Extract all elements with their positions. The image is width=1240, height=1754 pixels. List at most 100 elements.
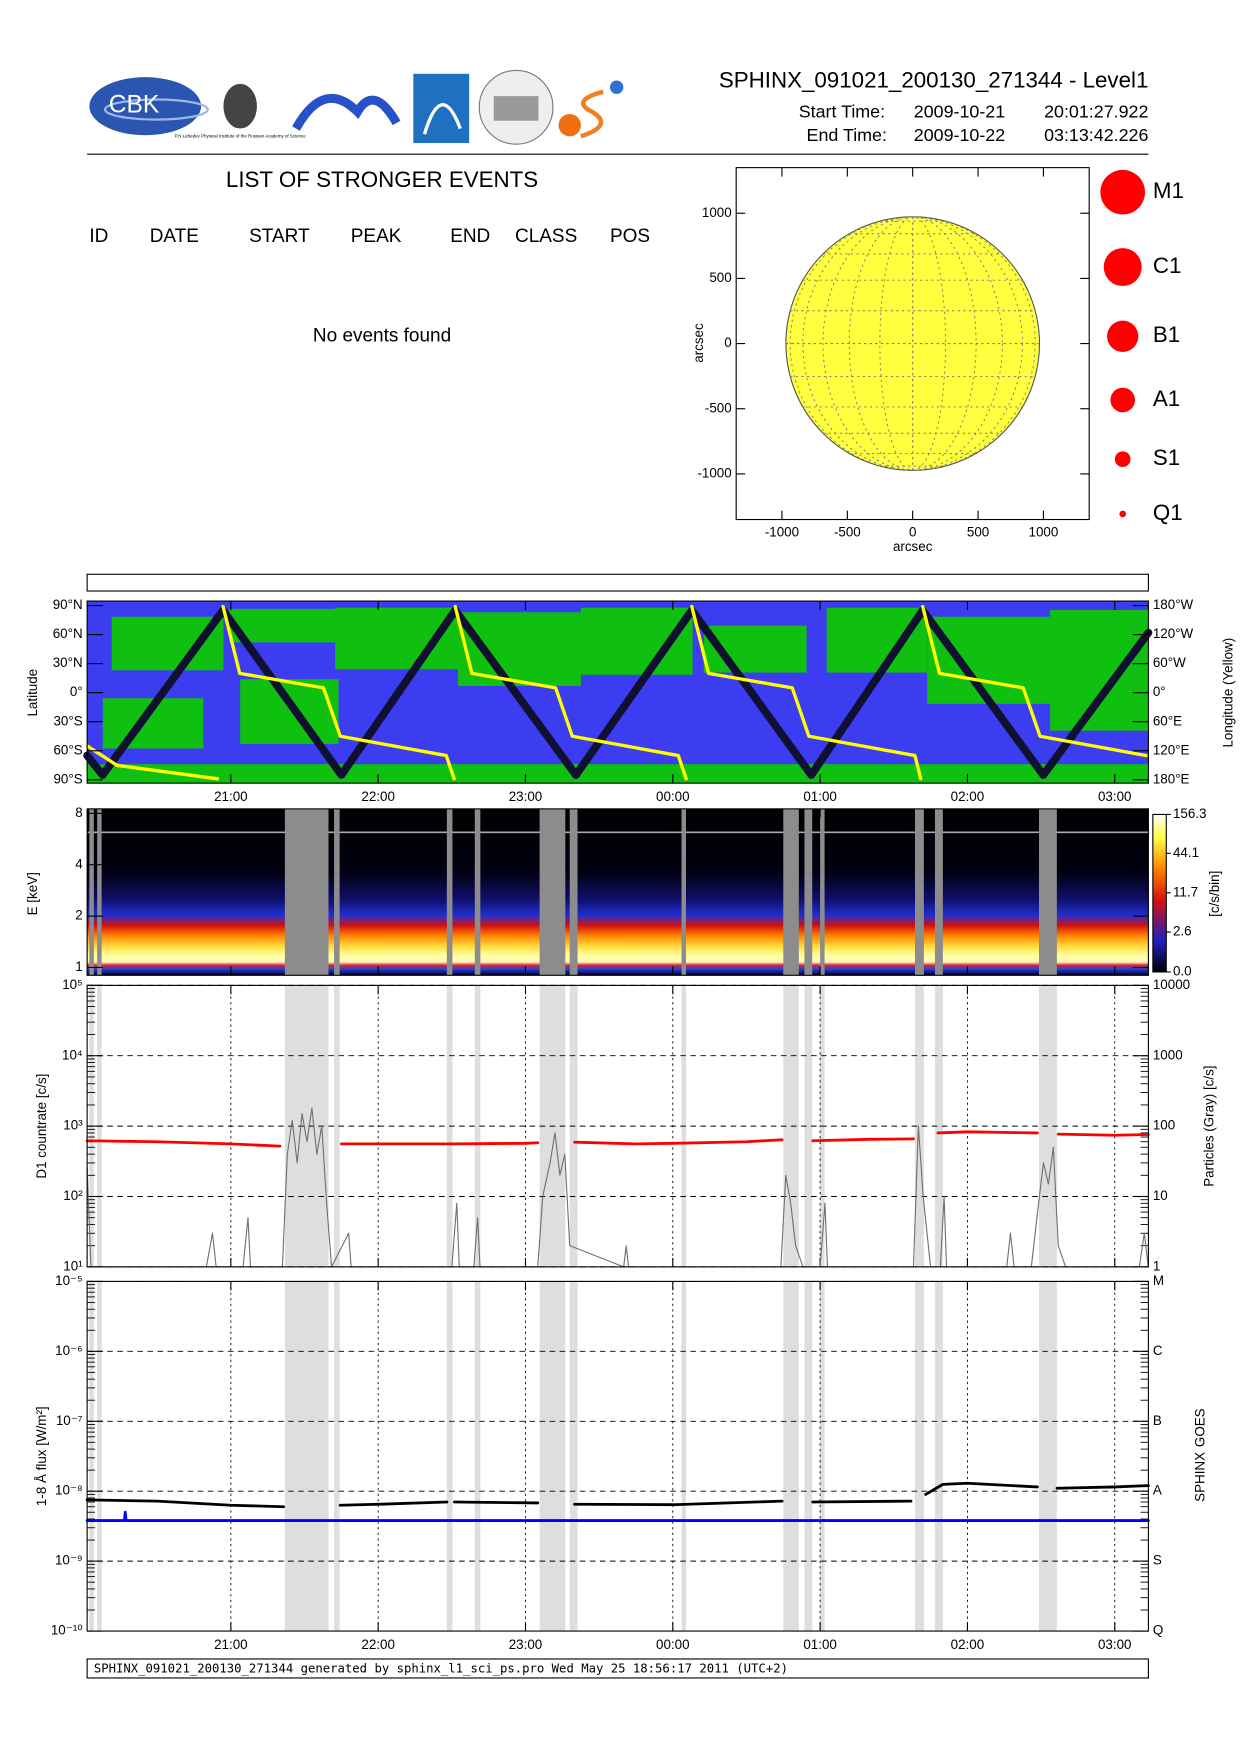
y-tick-label: 2 [75,908,82,923]
data-gap [569,1281,578,1632]
header-title: SPHINX_091021_200130_271344 - Level1 [719,68,1149,93]
data-gap [97,808,102,976]
data-gap [1039,1281,1057,1632]
map-region [87,764,1149,784]
colorbar-label: [c/s/bin] [1207,871,1222,917]
x-tick-label: 23:00 [509,1637,543,1652]
data-gap [446,808,453,976]
events-column: PEAK [351,226,402,247]
logos: CBK P.N.Lebedev Physical Institute of th… [89,69,624,145]
y-tick-label: C [1153,1343,1163,1358]
plot-frame [86,808,1149,976]
series-line [85,1510,1150,1522]
legend-label: M1 [1153,178,1184,203]
events-column: DATE [150,226,199,247]
x-tick-label: 1000 [1029,524,1059,539]
y-tick-label: 500 [709,270,731,285]
map-region [111,616,224,671]
meridian [822,216,1003,471]
data-gap [820,808,825,976]
data-gap [334,985,340,1267]
x-tick-label: 00:00 [656,789,690,804]
x-tick-label: 21:00 [214,789,248,804]
y-tick-label: M [1153,1273,1164,1288]
cbk-text: CBK [109,92,160,119]
y-tick-label: 0° [1153,684,1166,699]
logo-5-building [493,96,539,121]
y-tick-label: -500 [705,400,732,415]
footer-box [86,1658,1149,1679]
y-tick-label: 4 [75,856,83,871]
y2-axis-label: Longitude (Yellow) [1220,638,1235,748]
legend-marker [1100,169,1146,215]
empty-box [86,573,1149,592]
data-gap [284,808,329,976]
legend-label: A1 [1153,386,1180,411]
y-tick-label: 10⁻⁸ [55,1483,83,1498]
y-tick-label: 10³ [63,1118,83,1133]
y-tick-label: 8 [75,805,82,820]
data-gap [934,1281,943,1632]
mpan-logo [292,93,401,131]
legend-label: Q1 [1153,500,1183,525]
meridian [879,216,946,471]
series-line [85,604,1148,781]
map-region [927,616,1051,704]
end-time: 03:13:42.226 [1044,125,1148,145]
x-tick-label: 03:00 [1098,1637,1132,1652]
events-column: POS [610,226,650,247]
y-tick-label: 60°E [1153,713,1182,728]
y-tick-label: 10¹ [63,1258,83,1273]
legend-marker [1119,510,1127,518]
y-tick-label: 60°W [1153,655,1186,670]
data-gap [783,808,799,976]
y-axis-label: Latitude [25,669,40,717]
data-gap [334,808,340,976]
y-tick-label: 30°S [53,713,82,728]
data-gap [681,808,686,976]
data-gap [934,808,943,976]
legend-marker [1107,320,1139,352]
map-region [826,607,928,673]
events-column: CLASS [515,226,577,247]
x-tick-label: 03:00 [1098,789,1132,804]
lebedev-caption: P.N.Lebedev Physical Institute of the Ru… [175,134,307,139]
y-axis-label: arcsec [691,323,706,363]
y-tick-label: 90°S [53,771,82,786]
x-tick-label: 23:00 [509,789,543,804]
y-axis-label: D1 countrate [c/s] [34,1074,49,1179]
sun-frame [735,167,1090,521]
map-region [1050,610,1149,731]
map-region [580,607,693,675]
events-title: LIST OF STRONGER EVENTS [226,167,538,192]
x-tick-label: 02:00 [951,789,985,804]
legend-label: B1 [1153,322,1180,347]
y-axis-label: E [keV] [25,872,40,915]
x-tick-label: 01:00 [803,1637,837,1652]
y-tick-label: 10000 [1153,977,1190,992]
lebedev-portrait [223,83,257,129]
y-tick-label: S [1153,1553,1162,1568]
data-gap [474,808,481,976]
x-tick-label: 22:00 [361,789,395,804]
colorbar-tick-label: 0.0 [1173,964,1192,979]
x-tick-label: -1000 [765,524,799,539]
y-tick-label: A [1153,1483,1162,1498]
x-tick-label: 0 [909,524,916,539]
y-tick-label: 180°E [1153,771,1190,786]
y-tick-label: 120°W [1153,626,1194,641]
plot-frame [86,1280,1149,1632]
data-gap [914,985,924,1267]
y-tick-label: Q [1153,1623,1163,1638]
cbk-logo [89,77,202,136]
y-tick-label: 60°N [53,626,83,641]
end-date: 2009-10-22 [914,125,1005,145]
data-gap [681,1281,686,1632]
data-gap [334,1281,340,1632]
data-gap [820,1281,825,1632]
legend-label: GOES [1192,1408,1207,1447]
cbk-ring [103,98,209,121]
data-gap [914,1281,924,1632]
y-tick-label: 1 [75,959,82,974]
